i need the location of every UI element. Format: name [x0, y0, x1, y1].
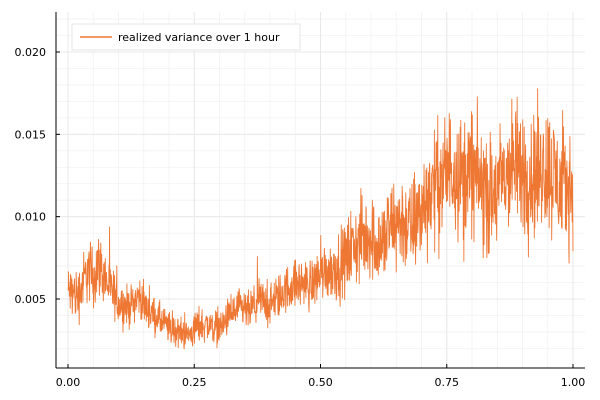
- x-tick-label: 0.00: [56, 376, 81, 389]
- x-tick-label: 0.75: [435, 376, 460, 389]
- series-layer: [67, 88, 574, 350]
- legend-box: [71, 23, 301, 51]
- x-tick-label: 1.00: [561, 376, 586, 389]
- y-axis-ticks: 0.005 0.010 0.015 0.020: [15, 46, 60, 306]
- series-line-realized-variance: [67, 88, 574, 350]
- grid-lines: [56, 12, 585, 368]
- y-tick-label: 0.005: [15, 293, 47, 306]
- y-tick-label: 0.015: [15, 128, 47, 141]
- legend-label: realized variance over 1 hour: [118, 31, 280, 44]
- x-axis-ticks: 0.00 0.25 0.50 0.75 1.00: [56, 364, 586, 389]
- y-tick-label: 0.010: [15, 211, 47, 224]
- x-tick-label: 0.50: [308, 376, 333, 389]
- legend: realized variance over 1 hour: [71, 23, 301, 51]
- x-tick-label: 0.25: [182, 376, 207, 389]
- y-tick-label: 0.020: [15, 46, 47, 59]
